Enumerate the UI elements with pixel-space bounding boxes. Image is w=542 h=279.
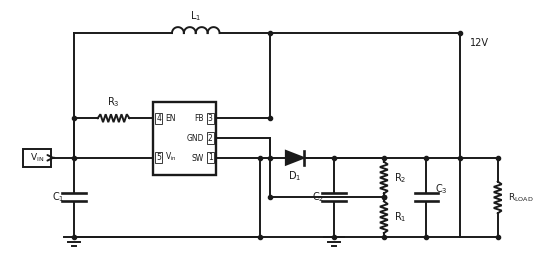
- Text: R$_2$: R$_2$: [394, 171, 406, 184]
- Text: SW: SW: [191, 154, 204, 163]
- Text: 1: 1: [208, 153, 212, 162]
- Text: EN: EN: [165, 114, 176, 123]
- Text: V$_{\rm in}$: V$_{\rm in}$: [165, 150, 177, 163]
- Text: R$_1$: R$_1$: [394, 210, 406, 224]
- Text: GND: GND: [186, 134, 204, 143]
- Bar: [23, 149, 51, 167]
- Text: 2: 2: [208, 134, 212, 143]
- Text: D$_1$: D$_1$: [288, 170, 301, 184]
- Bar: [153, 102, 216, 175]
- Text: 4: 4: [156, 114, 161, 123]
- Text: R$_{\rm LOAD}$: R$_{\rm LOAD}$: [508, 191, 533, 204]
- Text: C$_1$: C$_1$: [52, 191, 64, 204]
- Text: C$_3$: C$_3$: [435, 182, 448, 196]
- Text: 5: 5: [156, 153, 161, 162]
- Polygon shape: [286, 151, 304, 165]
- Text: 12V: 12V: [470, 38, 489, 48]
- Text: L$_1$: L$_1$: [190, 9, 201, 23]
- Text: C$_2$: C$_2$: [312, 191, 325, 204]
- Text: 3: 3: [208, 114, 212, 123]
- Text: V$_{\rm IN}$: V$_{\rm IN}$: [30, 151, 44, 164]
- Text: R$_3$: R$_3$: [107, 95, 120, 109]
- Text: FB: FB: [194, 114, 204, 123]
